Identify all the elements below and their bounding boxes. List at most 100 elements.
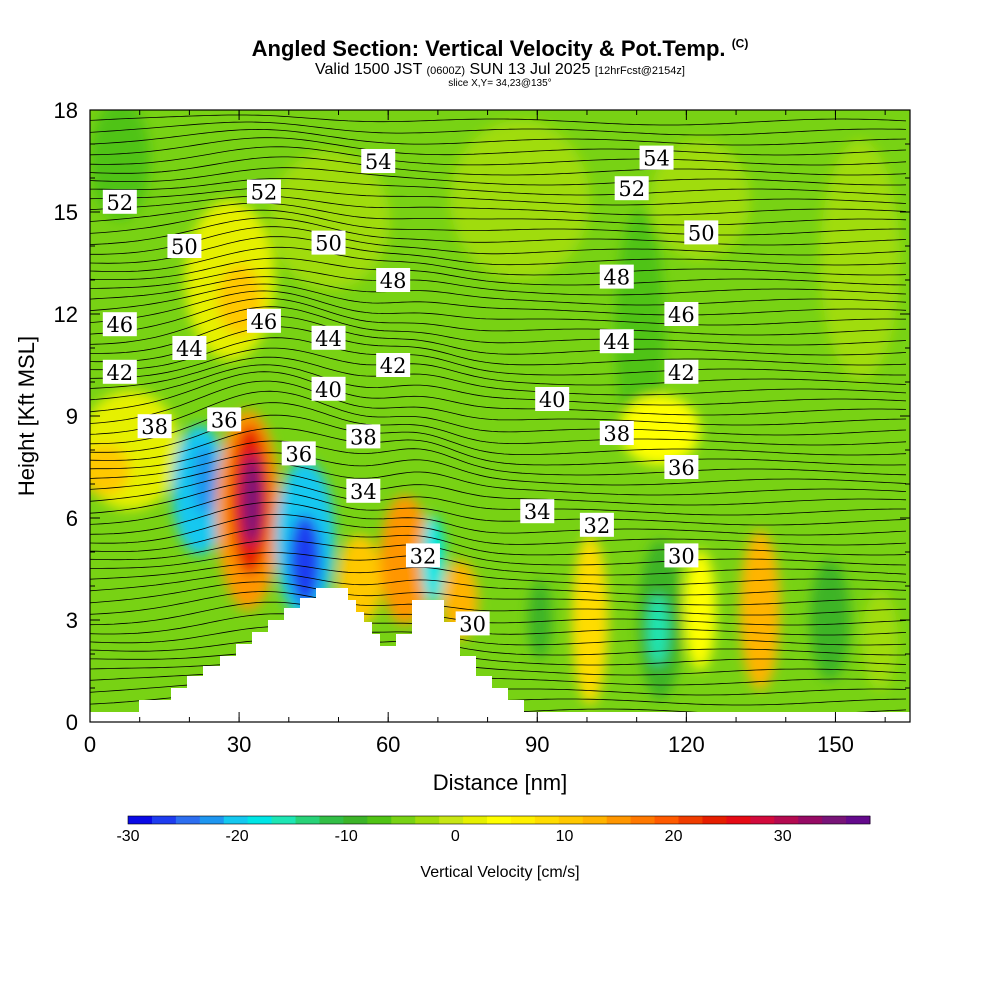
contour-label: 46	[246, 308, 281, 334]
contour-label: 34	[346, 478, 381, 504]
contour-label: 40	[535, 387, 570, 412]
colorbar-swatch	[271, 816, 297, 824]
isentrope-line	[90, 236, 907, 266]
isentrope-line	[90, 462, 907, 496]
isentrope-line	[90, 626, 907, 646]
contour-label: 32	[579, 512, 614, 538]
contour-label: 38	[137, 414, 172, 439]
contour-label: 40	[311, 376, 346, 402]
contour-label: 54	[639, 145, 674, 171]
y-axis-label: Height [Kft MSL]	[14, 336, 39, 496]
isentrope-line	[90, 513, 907, 546]
y-tick-label: 12	[54, 302, 78, 327]
colorbar-swatch	[678, 816, 703, 824]
contour-label: 52	[614, 176, 649, 201]
isentrope-line	[90, 452, 907, 486]
x-tick-label: 120	[668, 732, 705, 757]
svg-text:36: 36	[668, 456, 695, 480]
isentrope-line	[90, 167, 907, 186]
x-tick-label: 150	[817, 732, 854, 757]
colorbar-tick-label: 0	[450, 828, 460, 845]
y-tick-label: 6	[66, 506, 78, 531]
colorbar-tick-label: -10	[334, 828, 358, 845]
svg-text:38: 38	[350, 425, 377, 449]
colorbar-swatch	[439, 816, 464, 824]
contour-label: 42	[376, 353, 411, 378]
isentrope-line	[90, 572, 907, 596]
isentrope-line	[90, 601, 907, 626]
svg-text:32: 32	[584, 514, 611, 538]
colorbar-swatch	[463, 816, 488, 824]
svg-text:42: 42	[380, 354, 407, 378]
colorbar-swatch	[343, 816, 368, 824]
svg-text:46: 46	[251, 310, 278, 334]
isentrope-line	[90, 371, 907, 416]
isentrope-line	[90, 146, 907, 166]
svg-text:40: 40	[315, 378, 342, 402]
svg-text:50: 50	[171, 235, 198, 259]
contour-label: 38	[346, 424, 381, 449]
isentrope-line	[90, 380, 907, 426]
svg-text:32: 32	[410, 544, 437, 568]
isentrope-line	[90, 526, 907, 556]
contour-label: 46	[664, 302, 699, 327]
x-tick-label: 30	[227, 732, 251, 757]
isentrope-line	[90, 209, 906, 236]
isentrope-line	[90, 156, 907, 176]
contour-label: 38	[599, 421, 634, 446]
isentrope-line	[90, 552, 907, 576]
svg-text:40: 40	[539, 388, 566, 412]
svg-text:52: 52	[251, 181, 278, 205]
colorbar-swatch	[798, 816, 823, 824]
isentrope-line	[90, 276, 907, 306]
isentrope-line	[90, 114, 907, 126]
isentrope-line	[90, 297, 907, 336]
isentrope-line	[90, 356, 907, 396]
svg-text:44: 44	[315, 327, 342, 351]
contour-label: 52	[246, 179, 281, 205]
svg-text:42: 42	[106, 361, 133, 385]
isentrope-line	[90, 490, 907, 526]
isentrope-line	[90, 306, 907, 346]
contour-label: 50	[167, 234, 202, 259]
svg-text:44: 44	[176, 337, 203, 361]
colorbar-tick-label: 30	[773, 828, 792, 845]
isentrope-line	[90, 202, 907, 226]
isentrope-line	[90, 390, 907, 436]
svg-text:50: 50	[688, 221, 715, 245]
isentrope-line	[90, 591, 907, 616]
isentrope-line	[90, 187, 907, 206]
contour-label: 36	[281, 441, 316, 466]
x-tick-label: 90	[525, 732, 549, 757]
isentrope-line	[90, 137, 907, 156]
colorbar-tick-label: 10	[555, 828, 574, 845]
colorbar-swatch	[846, 816, 871, 824]
contour-label: 50	[684, 220, 719, 245]
svg-text:48: 48	[380, 269, 407, 293]
colorbar-swatch	[128, 816, 153, 824]
y-tick-label: 0	[66, 710, 78, 735]
isentrope-line	[90, 195, 907, 216]
svg-text:46: 46	[106, 313, 133, 337]
colorbar-swatch	[199, 816, 225, 824]
isentrope-line	[90, 480, 906, 516]
colorbar-swatch	[319, 816, 344, 824]
colorbar-swatch	[391, 816, 416, 824]
y-tick-label: 9	[66, 404, 78, 429]
isentrope-line	[90, 562, 907, 586]
x-axis-label: Distance [nm]	[433, 770, 568, 795]
isentrope-line	[90, 347, 907, 386]
svg-text:42: 42	[668, 361, 695, 385]
colorbar-tick-label: 20	[664, 828, 683, 845]
contour-label: 48	[376, 268, 411, 293]
y-tick-label: 15	[54, 200, 78, 225]
colorbar-swatch	[510, 816, 536, 824]
contour-label: 42	[102, 359, 137, 385]
svg-text:36: 36	[211, 408, 238, 432]
contour-label: 46	[102, 312, 137, 337]
colorbar-swatch	[726, 816, 751, 824]
contour-label: 52	[102, 189, 137, 215]
contour-label: 34	[520, 499, 555, 524]
svg-text:36: 36	[285, 442, 312, 466]
